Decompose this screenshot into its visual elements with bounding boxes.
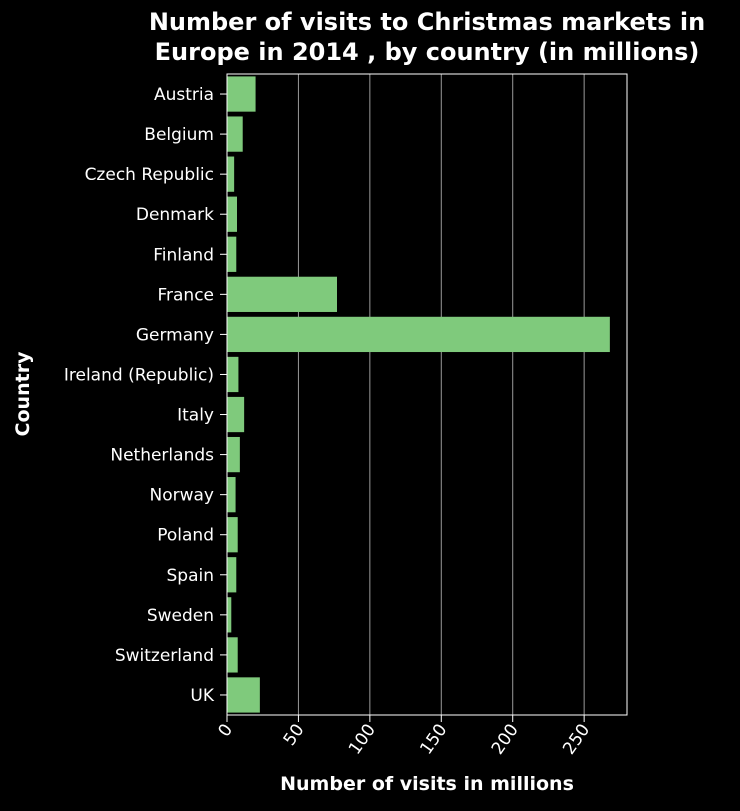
y-tick-label: UK: [190, 686, 214, 706]
x-tick-label: 50: [280, 720, 309, 749]
bars: [227, 76, 610, 713]
grid-lines: [297, 74, 585, 715]
bar-czech-republic: [227, 156, 235, 192]
bar-poland: [227, 517, 238, 553]
y-tick-label: Italy: [177, 406, 214, 426]
y-tick-label: Germany: [136, 325, 214, 345]
x-tick-label: 250: [559, 720, 594, 758]
bar-italy: [227, 396, 245, 433]
y-tick-label: Ireland (Republic): [64, 365, 214, 385]
y-tick-label: Sweden: [147, 606, 214, 626]
bar-spain: [227, 557, 237, 593]
bar-sweden: [227, 597, 232, 633]
chart-title-line-2: Europe in 2014 , by country (in millions…: [155, 38, 700, 66]
y-tick-label: Denmark: [136, 205, 214, 225]
y-tick-label: Spain: [167, 566, 215, 586]
x-tick-label: 100: [345, 720, 380, 758]
bar-finland: [227, 236, 237, 272]
x-tick-label: 200: [488, 720, 523, 758]
y-tick-label: Norway: [150, 486, 215, 506]
y-tick-label: Belgium: [144, 125, 214, 145]
bar-switzerland: [227, 637, 238, 673]
x-tick-label: 0: [215, 720, 238, 740]
y-tick-label: Finland: [153, 245, 214, 265]
x-axis-title: Number of visits in millions: [280, 773, 574, 795]
y-axis-title: Country: [12, 351, 34, 437]
y-tick-label: Czech Republic: [85, 165, 214, 185]
bar-germany: [227, 316, 610, 353]
y-tick-label: Poland: [157, 526, 214, 546]
y-tick-label: France: [157, 285, 214, 305]
x-axis-ticks: 0 50 100 150 200 250: [215, 715, 594, 758]
bar-denmark: [227, 196, 237, 232]
bar-austria: [227, 76, 256, 112]
bar-uk: [227, 677, 260, 713]
bar-ireland-republic: [227, 356, 239, 393]
x-tick-label: 150: [416, 720, 451, 758]
bar-netherlands: [227, 436, 240, 473]
y-axis-ticks: Austria Belgium Czech Republic Denmark Finla…: [64, 85, 227, 706]
y-tick-label: Austria: [154, 85, 214, 105]
bar-france: [227, 276, 337, 312]
chart-title-line-1: Number of visits to Christmas markets in: [149, 8, 705, 36]
bar-norway: [227, 477, 236, 513]
y-tick-label: Switzerland: [115, 646, 214, 666]
bar-belgium: [227, 116, 243, 152]
y-tick-label: Netherlands: [110, 446, 214, 466]
plot-frame: [226, 73, 628, 716]
